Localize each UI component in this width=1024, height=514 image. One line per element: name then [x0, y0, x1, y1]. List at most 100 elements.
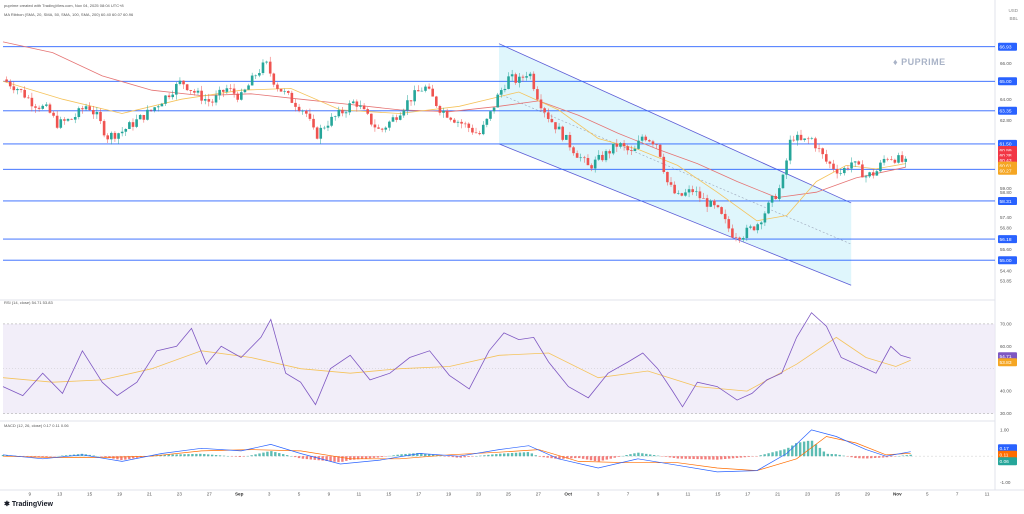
unit-label: BBL [1009, 16, 1018, 21]
level-badge-label: 58.31 [1000, 199, 1012, 205]
macd-histogram-bar [518, 452, 522, 457]
price-axis-tick: 64.00 [1000, 97, 1012, 102]
macd-histogram-bar [1, 454, 5, 457]
macd-histogram-bar [416, 453, 419, 457]
candle-body [420, 90, 424, 92]
candle-body [796, 134, 799, 141]
candle-body [496, 94, 499, 108]
candle-body [276, 84, 279, 89]
macd-histogram-bar [428, 454, 431, 457]
candle-body [889, 159, 893, 160]
macd-histogram-bar [649, 454, 652, 457]
macd-histogram-bar [309, 456, 313, 460]
macd-histogram-bar [207, 454, 210, 457]
macd-histogram-bar [33, 456, 36, 458]
rsi-line [2, 312, 911, 408]
candle-body [207, 99, 211, 102]
candle-body [395, 117, 398, 120]
price-axis-tick: 54.40 [1000, 269, 1012, 274]
time-axis-tick: 19 [446, 492, 452, 497]
time-axis-tick: 23 [476, 492, 482, 497]
candle-body [110, 132, 113, 140]
candle-body [214, 95, 218, 103]
candle-body [77, 108, 81, 118]
macd-histogram-bar [522, 452, 526, 457]
candle-body [720, 207, 723, 214]
macd-histogram-bar [313, 456, 316, 460]
candle-body [572, 147, 575, 154]
time-axis-tick: 17 [745, 492, 751, 497]
macd-histogram-bar [558, 456, 561, 460]
price-axis-tick: 62.80 [1000, 118, 1012, 123]
candle-body [377, 127, 380, 129]
level-badge-label: 66.93 [1000, 45, 1012, 51]
candle-body [120, 131, 124, 134]
macd-histogram-bar [368, 456, 372, 459]
candle-body [81, 108, 84, 110]
macd-histogram-bar [325, 456, 328, 461]
macd-histogram-bar [688, 456, 691, 459]
macd-axis-tick: 1.00 [1000, 428, 1009, 433]
candle-body [731, 228, 734, 238]
candle-body [510, 74, 514, 77]
candle-body [344, 112, 348, 114]
candle-body [680, 193, 684, 196]
time-axis-tick: 13 [57, 492, 63, 497]
candle-body [438, 106, 442, 113]
candle-body [416, 90, 420, 92]
macd-histogram-bar [672, 456, 676, 458]
ma-ribbon-legend[interactable]: MA Ribbon (SMA, 20, SMA, 50, SMA, 100, S… [4, 12, 134, 17]
macd-histogram-bar [349, 456, 352, 460]
macd-histogram-bar [889, 456, 893, 457]
candle-body [648, 140, 651, 142]
candle-body [193, 90, 196, 93]
candle-body [481, 124, 485, 135]
macd-histogram-bar [195, 453, 198, 457]
macd-histogram-bar [538, 456, 541, 457]
macd-histogram-bar [293, 456, 297, 458]
macd-histogram-bar [179, 454, 182, 457]
candle-body [26, 97, 30, 99]
rsi-axis-tick: 40.00 [1000, 389, 1012, 394]
logo-icon: ♦ [893, 57, 899, 67]
candle-body [597, 154, 601, 160]
candle-body [240, 92, 243, 100]
candle-body [398, 115, 402, 120]
macd-histogram-bar [680, 456, 683, 459]
macd-histogram-bar [270, 451, 273, 457]
candle-body [229, 88, 232, 89]
macd-histogram-bar [337, 456, 340, 463]
macd-histogram-bar [743, 456, 747, 458]
macd-histogram-bar [5, 455, 9, 457]
rsi-legend[interactable]: RSI (14, close) 54.71 53.83 [4, 300, 53, 305]
macd-badge [998, 450, 1017, 459]
tradingview-footer[interactable]: ✱ TradingView [4, 501, 53, 508]
macd-badge [998, 457, 1017, 466]
macd-histogram-bar [625, 455, 628, 457]
candle-body [467, 123, 471, 128]
price-badge-label: 60.61 [1000, 163, 1012, 169]
candle-body [73, 117, 77, 120]
time-axis-tick: 11 [985, 492, 990, 497]
macd-histogram-bar [850, 456, 853, 458]
candle-body [261, 62, 265, 74]
macd-histogram-bar [199, 453, 202, 457]
macd-histogram-bar [613, 456, 616, 458]
candle-body [66, 118, 70, 121]
time-axis-tick: 11 [356, 492, 361, 497]
macd-histogram-bar [210, 454, 214, 457]
candle-body [629, 150, 633, 151]
candle-body [673, 184, 676, 194]
candle-body [546, 112, 550, 119]
candle-body [424, 86, 427, 91]
price-axis-tick: 57.40 [1000, 215, 1012, 220]
time-axis-tick: 27 [207, 492, 213, 497]
macd-histogram-bar [645, 453, 648, 457]
macd-badge-label: 0.17 [1000, 446, 1010, 452]
candle-body [590, 165, 593, 169]
macd-histogram-bar [641, 453, 644, 457]
candle-body [391, 117, 395, 122]
macd-histogram-bar [191, 454, 194, 457]
macd-legend[interactable]: MACD (12, 26, close) 0.17 0.11 0.06 [4, 423, 69, 428]
